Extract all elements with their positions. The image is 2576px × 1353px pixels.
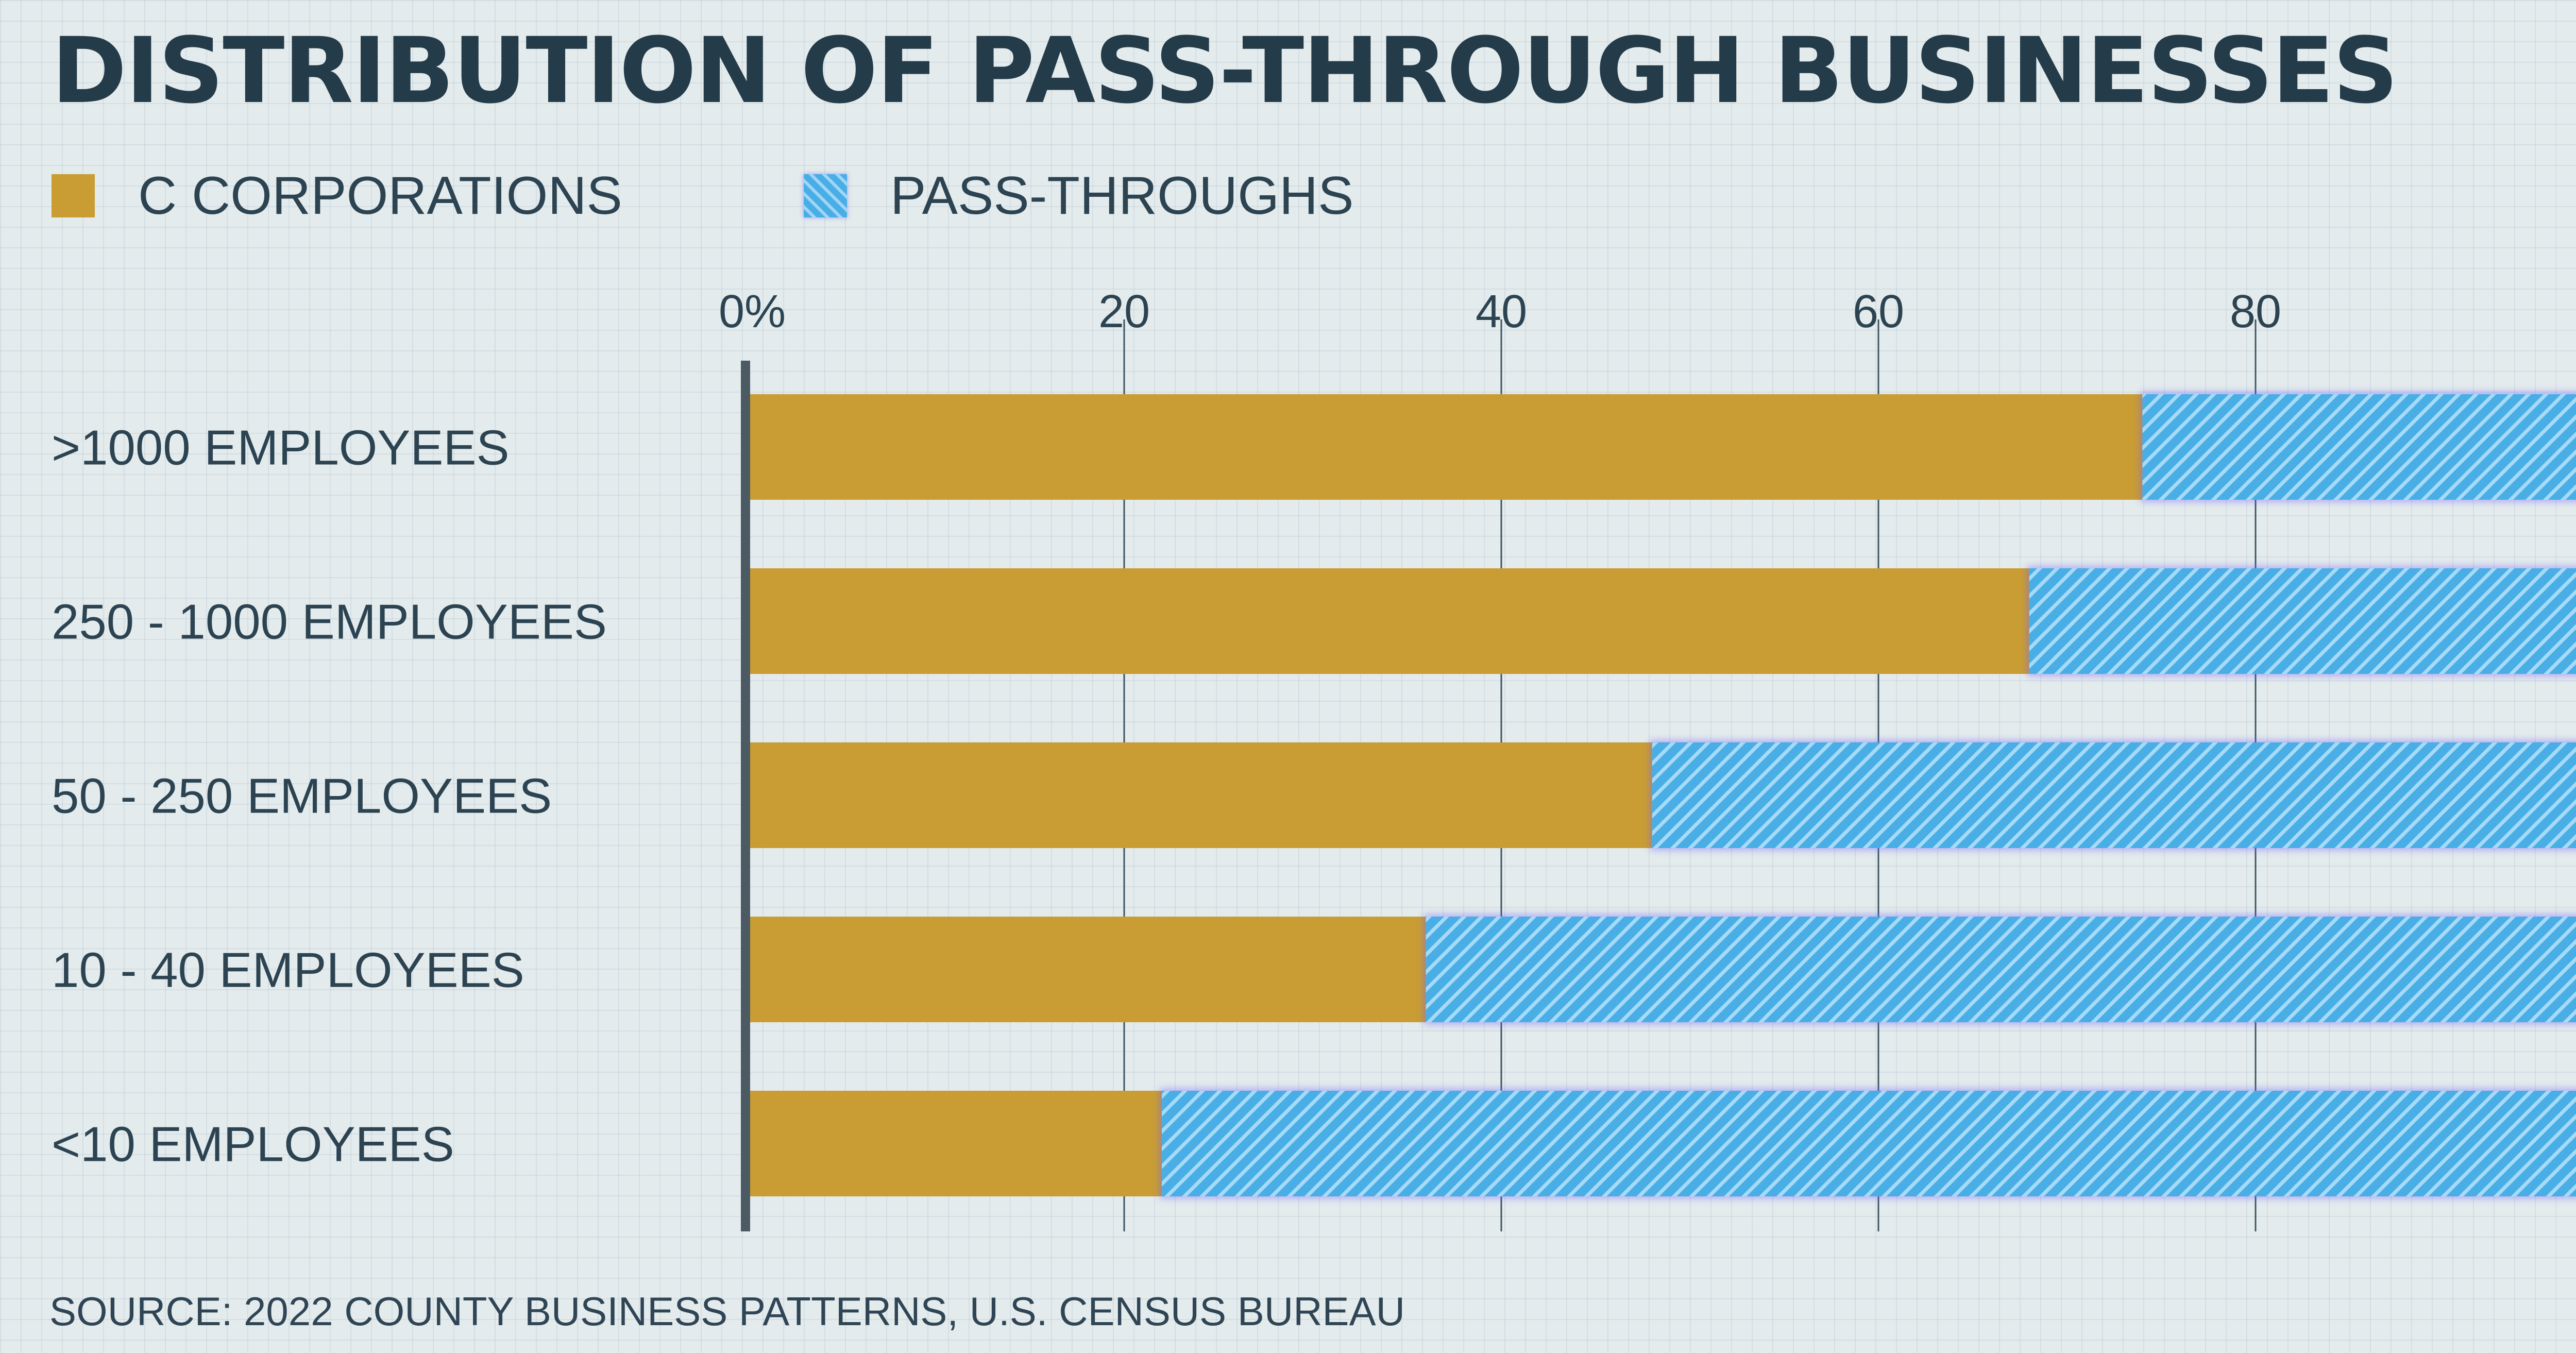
x-tick-label: 0% (719, 286, 786, 337)
bar-c-corporations-3 (747, 917, 1426, 1022)
bar-pass-throughs-4 (1162, 1091, 2576, 1196)
category-label: 250 - 1000 EMPLOYEES (52, 595, 607, 650)
bar-c-corporations-0 (747, 394, 2143, 500)
legend-item-c-corporations: C CORPORATIONS (52, 165, 622, 227)
bar-pass-throughs-3 (1426, 917, 2576, 1022)
x-tick-label: 80 (2230, 286, 2281, 337)
legend-swatch-c-corporations (52, 174, 95, 217)
legend-label-pass-throughs: PASS-THROUGHS (890, 165, 1354, 226)
x-tick-label: 60 (1853, 286, 1904, 337)
bar-pass-throughs-0 (2142, 394, 2576, 500)
x-tick-label: 20 (1098, 286, 1150, 337)
chart-title: DISTRIBUTION OF PASS-THROUGH BUSINESSES (52, 18, 2398, 124)
bar-c-corporations-1 (747, 568, 2029, 674)
bar-pass-throughs-1 (2029, 568, 2576, 674)
legend-label-c-corporations: C CORPORATIONS (138, 165, 622, 226)
category-label: 50 - 250 EMPLOYEES (52, 769, 552, 824)
category-label: >1000 EMPLOYEES (52, 420, 510, 476)
category-label: <10 EMPLOYEES (52, 1117, 454, 1172)
bar-c-corporations-4 (747, 1091, 1162, 1196)
category-label: 10 - 40 EMPLOYEES (52, 943, 524, 998)
y-axis-line (741, 361, 750, 1231)
source-note: SOURCE: 2022 COUNTY BUSINESS PATTERNS, U… (49, 1289, 1405, 1334)
bar-pass-throughs-2 (1652, 742, 2576, 848)
legend-swatch-pass-throughs (804, 174, 847, 217)
legend-item-pass-throughs: PASS-THROUGHS (804, 165, 1354, 227)
x-tick-label: 40 (1476, 286, 1527, 337)
bar-c-corporations-2 (747, 742, 1652, 848)
